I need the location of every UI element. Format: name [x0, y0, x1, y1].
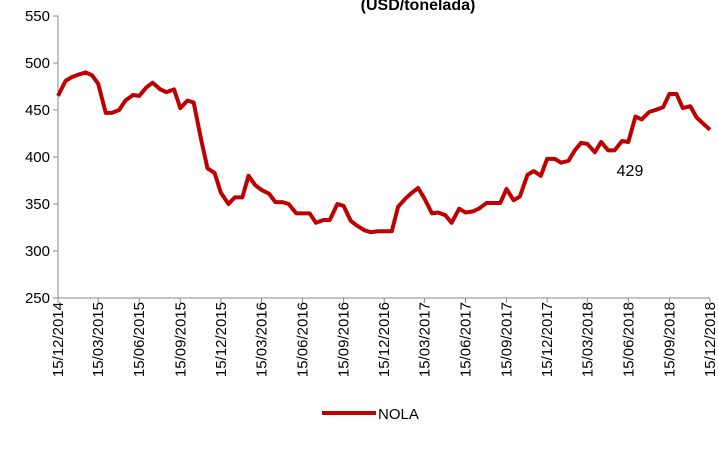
x-tick-label: 15/12/2017 [539, 302, 556, 377]
x-tick-label: 15/03/2018 [579, 302, 596, 377]
x-tick-label: 15/09/2015 [172, 302, 189, 377]
y-tick-label: 450 [25, 102, 50, 119]
x-tick-label: 15/06/2015 [131, 302, 148, 377]
x-tick-label: 15/09/2016 [336, 302, 353, 377]
x-tick-label: 15/03/2017 [416, 302, 433, 377]
x-tick-label: 15/06/2016 [295, 302, 312, 377]
y-tick-label: 550 [25, 8, 50, 25]
y-tick-label: 300 [25, 243, 50, 260]
y-tick-label: 250 [25, 290, 50, 307]
x-tick-label: 15/09/2018 [661, 302, 678, 377]
x-tick-label: 15/03/2015 [90, 302, 107, 377]
x-tick-label: 15/09/2017 [499, 302, 516, 377]
annotation: 429 [617, 163, 644, 180]
chart-title: (USD/tonelada) [361, 0, 476, 14]
x-tick-label: 15/12/2016 [376, 302, 393, 377]
y-tick-label: 400 [25, 149, 50, 166]
legend-label: NOLA [378, 406, 419, 423]
x-tick-label: 15/12/2014 [50, 302, 67, 377]
line-series [56, 70, 712, 235]
x-tick-label: 15/06/2017 [457, 302, 474, 377]
x-tick-label: 15/12/2015 [213, 302, 230, 377]
x-tick-label: 15/12/2018 [702, 302, 718, 377]
y-tick-label: 500 [25, 55, 50, 72]
x-tick-label: 15/06/2018 [620, 302, 637, 377]
x-tick-label: 15/03/2016 [253, 302, 270, 377]
y-tick-label: 350 [25, 196, 50, 213]
